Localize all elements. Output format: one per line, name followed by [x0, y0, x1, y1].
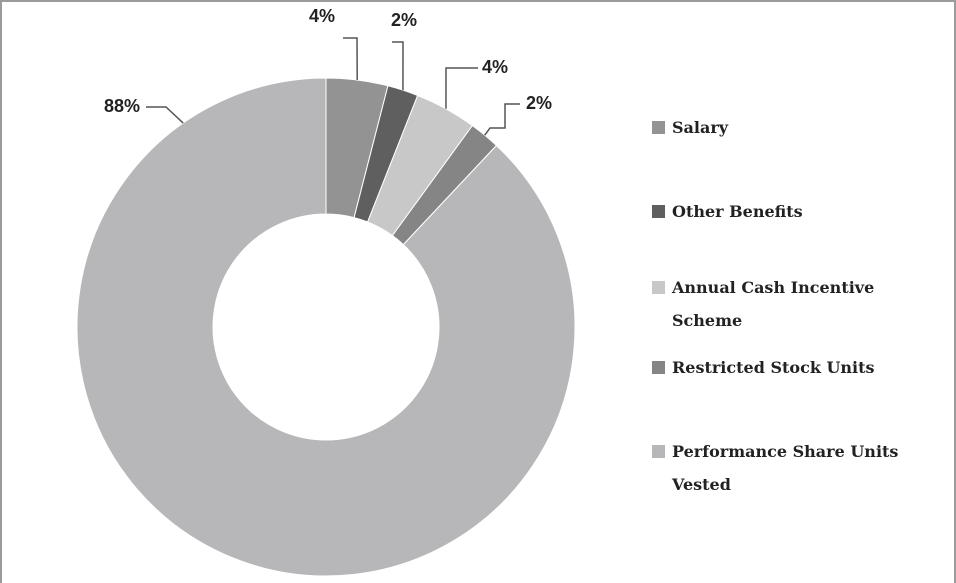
legend-item: Other Benefits [652, 195, 922, 228]
legend-swatch [652, 121, 665, 134]
legend-label: Other Benefits [672, 202, 803, 221]
leader-line [445, 67, 478, 109]
value-label: 88% [104, 96, 140, 116]
leader-line [343, 37, 358, 80]
legend-swatch [652, 361, 665, 374]
legend-swatch [652, 445, 665, 458]
leader-line [484, 103, 520, 136]
legend-label: Performance Share Units Vested [672, 442, 899, 494]
legend-label: Restricted Stock Units [672, 358, 875, 377]
legend-label: Salary [672, 118, 729, 137]
legend-swatch [652, 281, 665, 294]
legend-item: Annual Cash Incentive Scheme [652, 271, 922, 337]
legend-item: Salary [652, 111, 922, 144]
leader-line [392, 41, 404, 91]
legend-label: Annual Cash Incentive Scheme [672, 278, 875, 330]
legend-item: Restricted Stock Units [652, 351, 922, 384]
legend-item: Performance Share Units Vested [652, 435, 922, 501]
legend-swatch [652, 205, 665, 218]
value-label: 2% [526, 93, 552, 113]
value-label: 4% [309, 6, 335, 26]
leader-line [146, 106, 184, 124]
value-label: 4% [482, 57, 508, 77]
donut-slice [76, 77, 576, 577]
value-label: 2% [391, 10, 417, 30]
